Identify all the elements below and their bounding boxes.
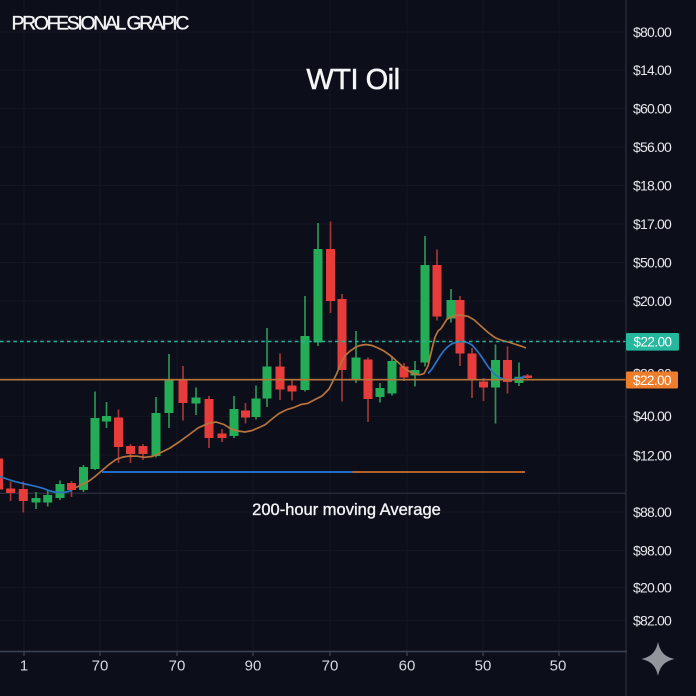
- svg-text:50: 50: [550, 658, 567, 675]
- svg-text:$17.00: $17.00: [633, 216, 672, 232]
- svg-text:$20.00: $20.00: [633, 293, 672, 309]
- svg-text:$98.00: $98.00: [633, 543, 672, 559]
- svg-text:70: 70: [169, 658, 186, 675]
- svg-text:$12.00: $12.00: [633, 448, 672, 464]
- svg-text:70: 70: [92, 658, 109, 675]
- svg-text:60: 60: [399, 658, 416, 675]
- svg-text:70: 70: [322, 658, 339, 675]
- svg-text:$80.00: $80.00: [633, 24, 672, 40]
- svg-text:$14.00: $14.00: [633, 62, 672, 78]
- svg-text:$40.00: $40.00: [633, 408, 672, 424]
- svg-text:90: 90: [245, 658, 262, 675]
- svg-text:WTI Oil: WTI Oil: [306, 64, 399, 96]
- svg-text:PROFESIONAL GRAPIC: PROFESIONAL GRAPIC: [12, 13, 190, 35]
- svg-text:1: 1: [20, 658, 28, 675]
- svg-text:$22.00: $22.00: [634, 335, 672, 350]
- svg-text:$88.00: $88.00: [633, 504, 672, 520]
- svg-text:50: 50: [475, 658, 492, 675]
- svg-text:$50.00: $50.00: [633, 255, 672, 271]
- svg-text:$56.00: $56.00: [633, 139, 672, 155]
- svg-text:$82.00: $82.00: [633, 613, 672, 629]
- svg-text:$20.00: $20.00: [633, 580, 672, 596]
- svg-text:200-hour moving Average: 200-hour moving Average: [252, 501, 441, 519]
- svg-text:$22.00: $22.00: [633, 373, 671, 388]
- svg-text:$60.00: $60.00: [633, 101, 672, 117]
- svg-text:$18.00: $18.00: [633, 178, 672, 194]
